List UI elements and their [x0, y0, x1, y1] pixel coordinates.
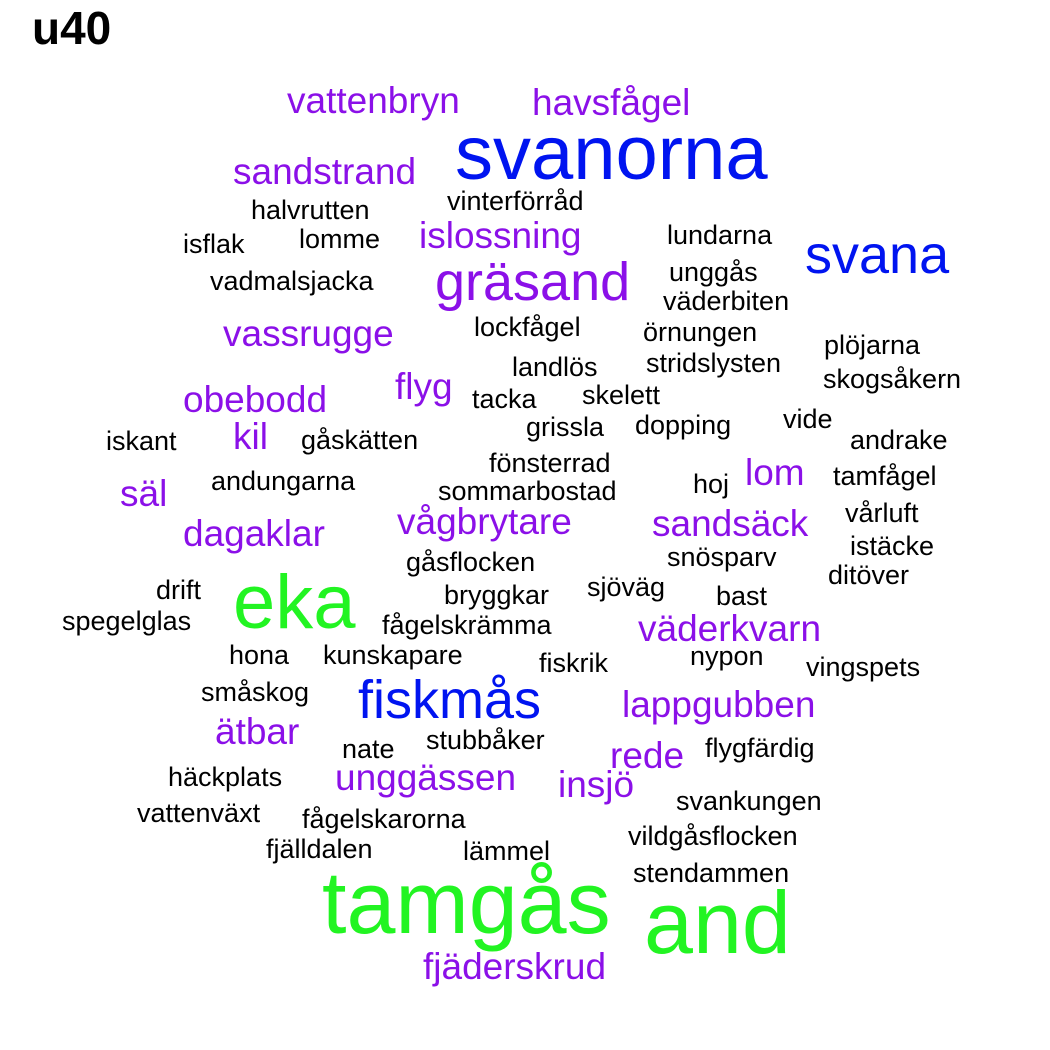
cloud-word: skogsåkern	[823, 364, 962, 394]
cloud-word: and	[644, 873, 791, 972]
cloud-word: väderkvarn	[638, 608, 822, 649]
cloud-word: vide	[783, 404, 833, 434]
cloud-word: vattenväxt	[137, 798, 261, 828]
cloud-word: säl	[120, 473, 168, 514]
cloud-word: grissla	[526, 412, 605, 442]
cloud-word: drift	[156, 575, 202, 605]
cloud-word: svana	[805, 225, 950, 285]
cloud-word: kunskapare	[323, 640, 463, 670]
cloud-word: insjö	[558, 764, 635, 805]
cloud-word: sommarbostad	[438, 476, 617, 506]
cloud-word: unggässen	[335, 757, 517, 798]
cloud-word: istäcke	[850, 531, 935, 561]
cloud-word: småskog	[201, 677, 310, 707]
cloud-word: islossning	[419, 215, 582, 256]
cloud-word: dagaklar	[183, 513, 325, 554]
cloud-word: hona	[229, 640, 290, 670]
cloud-word: ditöver	[828, 560, 910, 590]
cloud-word: lämmel	[463, 836, 551, 866]
cloud-word: bast	[716, 581, 768, 611]
cloud-word: landlös	[512, 352, 598, 382]
cloud-word: gräsand	[435, 252, 631, 312]
cloud-word: vårluft	[845, 498, 919, 528]
cloud-word: spegelglas	[62, 606, 192, 636]
cloud-word: vadmalsjacka	[210, 266, 374, 296]
cloud-word: ätbar	[215, 711, 300, 752]
cloud-word: andungarna	[211, 466, 356, 496]
cloud-word: iskant	[106, 426, 177, 456]
cloud-word: stendammen	[633, 858, 790, 888]
cloud-word: fjälldalen	[266, 834, 373, 864]
cloud-word: hoj	[693, 469, 730, 499]
cloud-word: svankungen	[676, 786, 822, 816]
cloud-word: fiskmås	[358, 670, 542, 730]
cloud-word: tamfågel	[833, 461, 937, 491]
cloud-word: bryggkar	[444, 580, 550, 610]
cloud-word: stubbåker	[426, 725, 545, 755]
cloud-word: flygfärdig	[705, 733, 815, 763]
cloud-word: havsfågel	[532, 82, 691, 123]
cloud-word: plöjarna	[824, 330, 921, 360]
cloud-word: snösparv	[667, 542, 777, 572]
cloud-word: väderbiten	[663, 286, 790, 316]
cloud-word: sandsäck	[652, 503, 809, 544]
cloud-word: vågbrytare	[397, 501, 572, 542]
cloud-word: lomme	[299, 224, 381, 254]
cloud-word: vingspets	[806, 652, 921, 682]
cloud-word: halvrutten	[251, 195, 370, 225]
cloud-word: fönsterrad	[489, 448, 611, 478]
cloud-word: fiskrik	[539, 648, 608, 678]
cloud-word: gåskätten	[301, 425, 419, 455]
cloud-word: flyg	[395, 366, 453, 407]
cloud-word: sjöväg	[587, 572, 666, 602]
cloud-word: obebodd	[183, 379, 328, 420]
cloud-word: fågelskrämma	[382, 610, 552, 640]
cloud-word: andrake	[850, 425, 948, 455]
cloud-word: isflak	[183, 229, 245, 259]
cloud-word: lockfågel	[474, 312, 581, 342]
cloud-word: lom	[745, 452, 805, 493]
cloud-word: skelett	[582, 380, 661, 410]
chart-title: u40	[32, 2, 112, 54]
cloud-word: vinterförråd	[447, 186, 584, 216]
cloud-word: dopping	[635, 410, 732, 440]
cloud-word: örnungen	[643, 317, 758, 347]
cloud-word: kil	[233, 416, 268, 457]
cloud-word: lundarna	[667, 220, 773, 250]
cloud-word: nypon	[690, 641, 764, 671]
cloud-word: rede	[610, 735, 685, 776]
cloud-word: sandstrand	[233, 151, 417, 192]
cloud-word: eka	[233, 560, 356, 645]
cloud-word: tacka	[472, 384, 537, 414]
cloud-word: unggås	[669, 257, 758, 287]
cloud-word: vassrugge	[223, 313, 394, 354]
cloud-word: vildgåsflocken	[628, 821, 798, 851]
cloud-word: stridslysten	[646, 348, 782, 378]
cloud-word: häckplats	[168, 762, 283, 792]
cloud-word: vattenbryn	[287, 80, 460, 121]
cloud-word: lappgubben	[622, 684, 816, 725]
cloud-word: fjäderskrud	[423, 946, 607, 987]
cloud-word: fågelskarorna	[302, 804, 466, 834]
cloud-word: tamgås	[322, 853, 611, 952]
cloud-word: svanorna	[455, 111, 768, 196]
cloud-word: gåsflocken	[406, 547, 536, 577]
cloud-word: nate	[342, 734, 395, 764]
